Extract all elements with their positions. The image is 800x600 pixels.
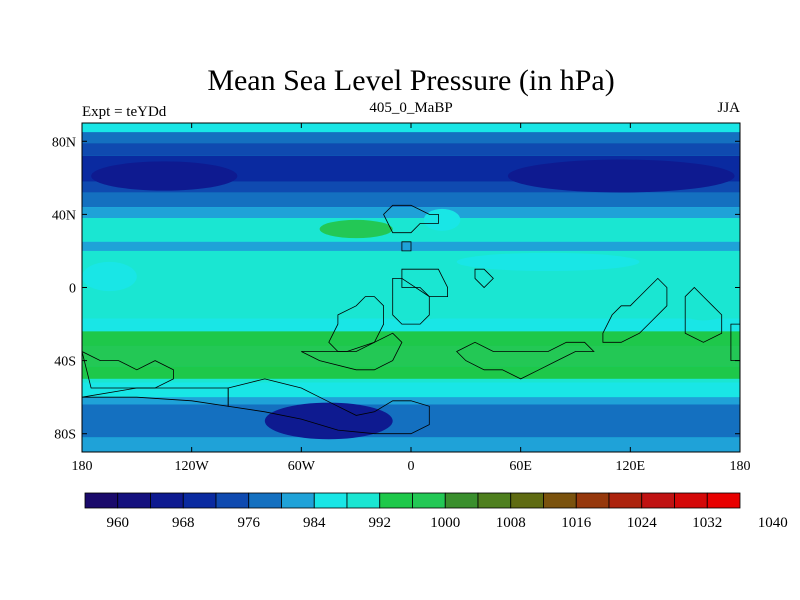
x-tick-label-5: 120E	[616, 459, 646, 474]
colorbar-label-2: 976	[238, 515, 261, 531]
x-tick-label-3: 0	[408, 459, 415, 474]
fill-blob-0	[91, 161, 238, 191]
colorbar-label-10: 1040	[758, 515, 788, 531]
land-outline-3	[301, 332, 403, 371]
fill-blob-2	[264, 402, 393, 440]
fill-blob-7	[365, 291, 457, 321]
land-outline-4	[456, 341, 595, 380]
land-outline-2	[328, 296, 385, 352]
colorbar-swatch-8	[346, 492, 381, 509]
fill-band-11	[82, 331, 740, 346]
subtitle-center: 405_0_MaBP	[369, 100, 452, 116]
fill-band-17	[82, 404, 740, 438]
colorbar-label-1: 968	[172, 515, 195, 531]
fill-blob-5	[456, 252, 640, 272]
land-outline-7	[730, 323, 740, 362]
subtitle-right: JJA	[717, 100, 740, 116]
y-tick-label-1: 40N	[52, 208, 76, 223]
x-tick-label-2: 60W	[288, 459, 316, 474]
x-tick-label-6: 180	[730, 459, 751, 474]
fill-band-18	[82, 437, 740, 452]
colorbar-swatch-2	[150, 492, 184, 509]
x-tick-label-4: 60E	[509, 459, 532, 474]
colorbar-swatch-14	[543, 492, 577, 509]
fill-band-1	[82, 132, 740, 144]
fill-band-7	[82, 218, 740, 242]
fill-band-13	[82, 366, 740, 379]
y-tick-label-3: 40S	[54, 355, 76, 370]
fill-band-2	[82, 143, 740, 156]
land-outlines	[82, 204, 740, 435]
land-outline-9	[401, 241, 412, 252]
fill-band-10	[82, 318, 740, 332]
land-outline-1	[401, 268, 449, 298]
colorbar-swatch-10	[412, 492, 446, 509]
fill-blob-8	[676, 291, 731, 321]
land-outline-11	[82, 351, 174, 389]
colorbar-swatch-15	[575, 492, 610, 509]
land-outline-8	[383, 204, 439, 234]
colorbar-swatch-3	[182, 492, 217, 509]
colorbar-swatch-7	[313, 492, 348, 509]
colorbar-label-9: 1032	[692, 515, 722, 531]
colorbar-swatch-19	[706, 492, 741, 509]
colorbar-label-4: 992	[369, 515, 392, 531]
colorbar-swatch-11	[444, 492, 479, 509]
fill-blob-3	[319, 219, 393, 239]
colorbar-swatch-13	[510, 492, 544, 509]
colorbar-swatch-0	[84, 492, 119, 509]
colorbar-swatch-18	[674, 492, 708, 509]
colorbar-label-0: 960	[107, 515, 130, 531]
colorbar-label-7: 1016	[561, 515, 592, 531]
land-outline-13	[82, 387, 229, 407]
fill-band-14	[82, 378, 740, 383]
colorbar-swatch-16	[608, 492, 643, 509]
x-axis: 180 120W 60W 0 60E 120E 180	[72, 123, 751, 474]
fill-blob-4	[423, 208, 461, 231]
y-tick-label-4: 80S	[54, 428, 76, 443]
colorbar: 960 968 976 984 992 1000 1008 1016 1024 1032 1040	[84, 492, 788, 531]
colorbar-label-3: 984	[303, 515, 326, 531]
fill-band-6	[82, 207, 740, 219]
fill-blob-1	[507, 159, 735, 193]
fill-band-5	[82, 192, 740, 208]
chart-title: Mean Sea Level Pressure (in hPa)	[207, 64, 614, 97]
y-tick-label-2: 0	[69, 282, 76, 297]
colorbar-label-5: 1000	[430, 515, 460, 531]
y-axis: 80N 40N 0 40S 80S	[52, 135, 740, 443]
colorbar-label-8: 1024	[627, 515, 658, 531]
land-outline-6	[684, 286, 723, 343]
colorbar-swatch-12	[477, 492, 512, 509]
x-tick-label-1: 120W	[175, 459, 210, 474]
land-outline-10	[474, 268, 494, 289]
fill-blob-6	[82, 261, 137, 292]
fill-band-4	[82, 181, 740, 193]
y-tick-label-0: 80N	[52, 135, 76, 150]
fill-band-12	[82, 345, 740, 367]
colorbar-label-6: 1008	[496, 515, 526, 531]
land-outline-5	[602, 277, 668, 343]
colorbar-swatch-17	[641, 492, 675, 509]
land-outline-12	[227, 378, 430, 435]
colorbar-swatch-4	[215, 492, 250, 509]
colorbar-swatch-6	[281, 492, 315, 509]
colorbar-swatch-9	[379, 492, 413, 509]
colorbar-swatch-1	[117, 492, 151, 509]
subtitle-left: Expt = teYDd	[82, 104, 167, 120]
colorbar-swatch-5	[248, 492, 282, 509]
x-tick-label-0: 180	[72, 459, 93, 474]
fill-band-15	[82, 382, 740, 398]
